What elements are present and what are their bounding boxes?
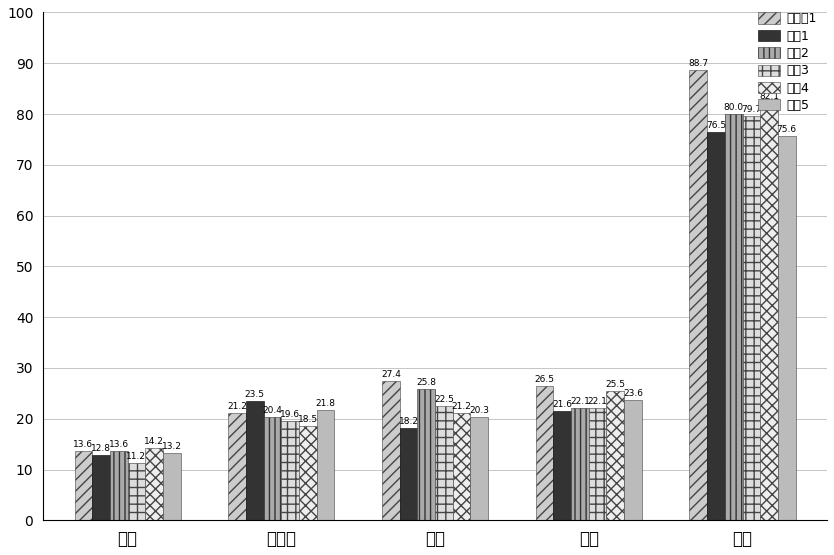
- Bar: [535, 386, 554, 521]
- Text: 21.2: 21.2: [227, 402, 247, 411]
- Text: 23.6: 23.6: [623, 390, 643, 398]
- Bar: [382, 381, 399, 521]
- Text: 13.6: 13.6: [108, 440, 128, 449]
- Bar: [554, 411, 571, 521]
- Bar: [281, 421, 299, 521]
- Text: 27.4: 27.4: [381, 370, 401, 379]
- Text: 25.5: 25.5: [605, 380, 626, 389]
- Bar: [571, 408, 589, 521]
- Text: 12.8: 12.8: [91, 445, 111, 453]
- Text: 13.2: 13.2: [162, 442, 182, 451]
- Bar: [299, 426, 317, 521]
- Text: 18.5: 18.5: [298, 415, 318, 425]
- Text: 88.7: 88.7: [688, 59, 708, 68]
- Text: 11.2: 11.2: [127, 452, 147, 461]
- Text: 82.1: 82.1: [759, 92, 779, 102]
- Bar: [93, 455, 110, 521]
- Bar: [453, 413, 470, 521]
- Text: 79.7: 79.7: [741, 104, 761, 114]
- Bar: [229, 413, 246, 521]
- Bar: [317, 410, 334, 521]
- Text: 75.6: 75.6: [776, 125, 796, 134]
- Text: 22.1: 22.1: [588, 397, 607, 406]
- Bar: [399, 428, 417, 521]
- Text: 13.6: 13.6: [73, 440, 93, 449]
- Text: 80.0: 80.0: [724, 103, 744, 112]
- Text: 20.3: 20.3: [470, 406, 490, 415]
- Bar: [624, 401, 642, 521]
- Bar: [435, 406, 453, 521]
- Bar: [145, 448, 163, 521]
- Text: 22.1: 22.1: [570, 397, 590, 406]
- Bar: [74, 451, 93, 521]
- Bar: [778, 137, 796, 521]
- Text: 22.5: 22.5: [434, 395, 454, 404]
- Bar: [606, 391, 624, 521]
- Bar: [742, 115, 760, 521]
- Bar: [470, 417, 488, 521]
- Text: 25.8: 25.8: [416, 379, 436, 387]
- Text: 26.5: 26.5: [535, 375, 555, 384]
- Bar: [246, 401, 264, 521]
- Bar: [163, 453, 181, 521]
- Text: 14.2: 14.2: [144, 437, 164, 446]
- Text: 21.6: 21.6: [552, 400, 572, 408]
- Bar: [417, 389, 435, 521]
- Bar: [690, 70, 707, 521]
- Text: 21.8: 21.8: [315, 398, 335, 407]
- Bar: [707, 132, 725, 521]
- Text: 76.5: 76.5: [706, 121, 726, 130]
- Bar: [264, 417, 281, 521]
- Bar: [589, 408, 606, 521]
- Text: 23.5: 23.5: [245, 390, 265, 399]
- Text: 21.2: 21.2: [452, 402, 471, 411]
- Bar: [760, 103, 778, 521]
- Bar: [725, 114, 742, 521]
- Text: 18.2: 18.2: [399, 417, 419, 426]
- Bar: [128, 463, 145, 521]
- Text: 19.6: 19.6: [280, 410, 300, 419]
- Legend: 实施兣1, 对比1, 对比2, 对比3, 对比4, 对比5: 实施兣1, 对比1, 对比2, 对比3, 对比4, 对比5: [754, 8, 821, 116]
- Text: 20.4: 20.4: [263, 406, 283, 415]
- Bar: [110, 451, 128, 521]
